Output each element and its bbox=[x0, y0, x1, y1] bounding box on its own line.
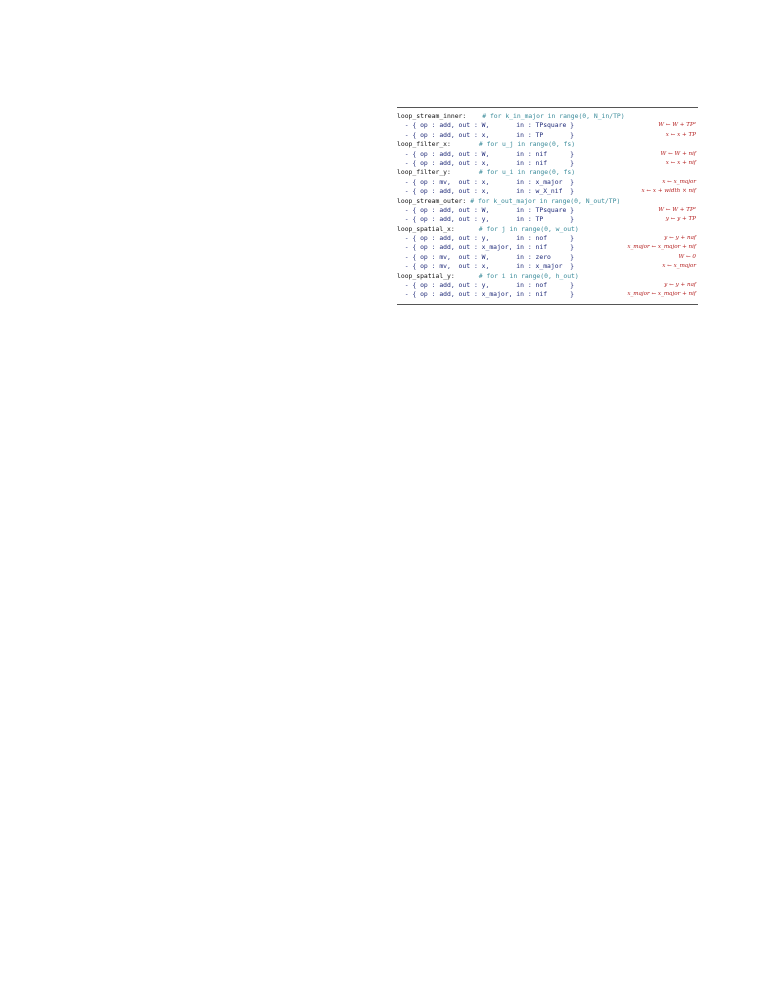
code-line-loop: loop_stream_inner: # for k_in_major in ra… bbox=[397, 112, 698, 121]
annotation: x ← x + TP bbox=[665, 131, 696, 138]
loop-comment: # for j in range(0, w_out) bbox=[478, 224, 579, 233]
code-line-op: - { op : add, out : x_major, in : nif } x… bbox=[397, 290, 698, 299]
annotation: y ← y + naf bbox=[664, 235, 696, 242]
op-text: - { op : add, out : W, in : TPsquare } bbox=[397, 205, 574, 214]
code-line-op: - { op : add, out : W, in : nif } W ← W +… bbox=[397, 150, 698, 159]
op-text: - { op : add, out : x_major, in : nif } bbox=[397, 243, 574, 252]
op-text: - { op : add, out : y, in : TP } bbox=[397, 215, 574, 224]
op-text: - { op : mv, out : W, in : zero } bbox=[397, 252, 574, 261]
annotation: y ← y + TP bbox=[665, 216, 696, 223]
code-line-op: - { op : add, out : x, in : w_X_nif } x ←… bbox=[397, 187, 698, 196]
loop-name: loop_spatial_x: bbox=[397, 224, 455, 233]
loop-comment: # for k_out_major in range(0, N_out/TP) bbox=[470, 196, 621, 205]
annotation: y ← y + naf bbox=[664, 282, 696, 289]
annotation: x_major ← x_major + nif bbox=[627, 244, 696, 251]
op-text: - { op : add, out : W, in : nif } bbox=[397, 149, 574, 158]
code-line-op: - { op : mv, out : x, in : x_major } x ← … bbox=[397, 178, 698, 187]
code-line-op: - { op : mv, out : x, in : x_major } x ← … bbox=[397, 262, 698, 271]
code-line-loop: loop_filter_y: # for u_i in range(0, fs) bbox=[397, 168, 698, 177]
annotation: W ← 0 bbox=[678, 253, 696, 260]
code-line-op: - { op : add, out : y, in : nof } y ← y +… bbox=[397, 281, 698, 290]
code-line-op: - { op : add, out : x, in : TP } x ← x + … bbox=[397, 131, 698, 140]
code-line-op: - { op : add, out : y, in : TP } y ← y + … bbox=[397, 215, 698, 224]
op-text: - { op : add, out : x_major, in : nif } bbox=[397, 290, 574, 299]
code-line-op: - { op : add, out : x_major, in : nif } x… bbox=[397, 243, 698, 252]
op-text: - { op : add, out : x, in : TP } bbox=[397, 130, 574, 139]
loop-name: loop_stream_inner: bbox=[397, 112, 467, 120]
loop-name: loop_stream_outer: bbox=[397, 196, 467, 205]
code-line-op: - { op : mv, out : W, in : zero } W ← 0 bbox=[397, 253, 698, 262]
op-text: - { op : add, out : W, in : TPsquare } bbox=[397, 121, 574, 130]
loop-comment: # for u_i in range(0, fs) bbox=[478, 168, 576, 177]
op-text: - { op : mv, out : x, in : x_major } bbox=[397, 177, 574, 186]
op-text: - { op : add, out : x, in : w_X_nif } bbox=[397, 187, 574, 196]
code-line-loop: loop_spatial_x: # for j in range(0, w_out… bbox=[397, 225, 698, 234]
annotation: W ← W + nif bbox=[660, 150, 696, 157]
code-line-op: - { op : add, out : W, in : TPsquare } W … bbox=[397, 121, 698, 130]
annotation: x_major ← x_major + nif bbox=[627, 291, 696, 298]
annotation: x ← x_major bbox=[662, 263, 696, 270]
code-line-loop: loop_stream_outer: # for k_out_major in r… bbox=[397, 197, 698, 206]
op-text: - { op : mv, out : x, in : x_major } bbox=[397, 262, 574, 271]
annotation: x ← x_major bbox=[662, 178, 696, 185]
code-line-op: - { op : add, out : W, in : TPsquare } W … bbox=[397, 206, 698, 215]
op-text: - { op : add, out : x, in : nif } bbox=[397, 158, 574, 167]
loop-comment: # for k_in_major in range(0, N_in/TP) bbox=[482, 112, 625, 120]
annotation: x ← x + width × nif bbox=[641, 188, 696, 195]
annotation: W ← W + TP² bbox=[658, 122, 696, 129]
loop-name: loop_spatial_y: bbox=[397, 271, 455, 280]
loop-comment: # for u_j in range(0, fs) bbox=[478, 140, 576, 149]
code-listing: loop_stream_inner: # for k_in_major in ra… bbox=[397, 107, 698, 305]
op-text: - { op : add, out : y, in : nof } bbox=[397, 281, 574, 290]
loop-comment: # for i in range(0, h_out) bbox=[478, 271, 579, 280]
code-line-op: - { op : add, out : y, in : nof } y ← y +… bbox=[397, 234, 698, 243]
loop-name: loop_filter_y: bbox=[397, 168, 451, 177]
code-line-op: - { op : add, out : x, in : nif } x ← x +… bbox=[397, 159, 698, 168]
op-text: - { op : add, out : y, in : nof } bbox=[397, 234, 574, 243]
loop-name: loop_filter_x: bbox=[397, 140, 451, 149]
annotation: x ← x + nif bbox=[665, 159, 696, 166]
code-line-loop: loop_spatial_y: # for i in range(0, h_out… bbox=[397, 272, 698, 281]
code-line-loop: loop_filter_x: # for u_j in range(0, fs) bbox=[397, 140, 698, 149]
annotation: W ← W + TP² bbox=[658, 206, 696, 213]
